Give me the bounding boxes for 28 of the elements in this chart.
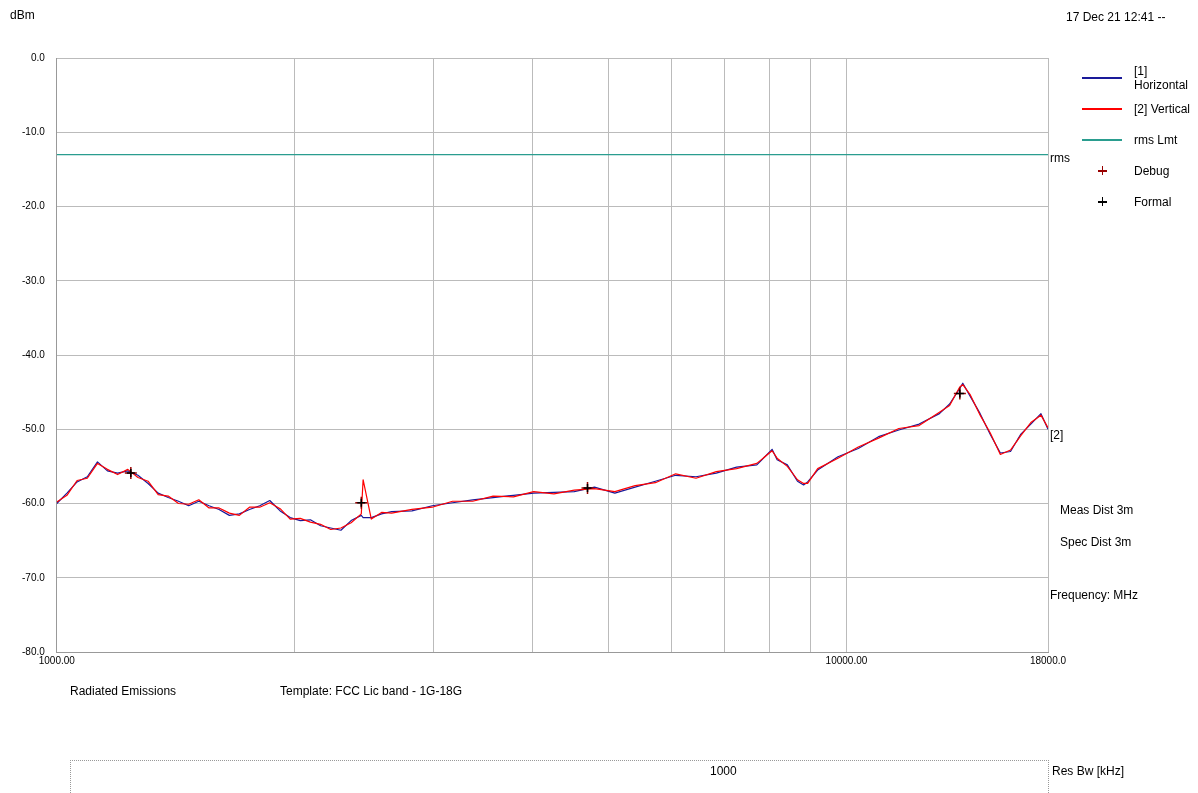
x-tick-label: 10000.00 <box>825 654 868 666</box>
y-tick-label: -20.0 <box>22 200 46 212</box>
annotation: rms <box>1050 150 1070 165</box>
legend-label: rms Lmt <box>1134 132 1178 147</box>
text: Spec Dist 3m <box>1060 535 1132 549</box>
legend-label: [1] Horizontal <box>1134 63 1190 92</box>
text: 17 Dec 21 12:41 -- <box>1066 10 1166 24</box>
y-tick-label: -10.0 <box>22 126 46 137</box>
y-tick-label: -60.0 <box>22 497 46 509</box>
text: Template: FCC Lic band - 1G-18G <box>280 684 463 698</box>
text: [2] <box>1050 428 1064 442</box>
x-tick-label: 18000.0 <box>1029 654 1067 666</box>
legend-label: Debug <box>1134 163 1170 178</box>
text: Radiated Emissions <box>70 684 177 698</box>
y-tick-label: -50.0 <box>22 423 46 434</box>
text: Res Bw [kHz] <box>1052 764 1125 778</box>
legend-label: [2] Vertical <box>1134 101 1191 116</box>
y-axis-title: dBm <box>10 8 35 22</box>
y-tick-label: 0.0 <box>30 51 46 63</box>
legend-label: Formal <box>1134 194 1172 209</box>
y-tick-label: -80.0 <box>22 645 46 657</box>
text: Meas Dist 3m <box>1060 503 1134 517</box>
y-tick-label: -30.0 <box>22 274 46 286</box>
text: 1000 <box>710 764 737 778</box>
x-tick-label: 1000.00 <box>38 654 76 666</box>
y-tick-label: -70.0 <box>22 571 46 583</box>
x-axis-title: Frequency: MHz <box>1050 588 1139 602</box>
y-tick-label: -40.0 <box>22 348 46 360</box>
